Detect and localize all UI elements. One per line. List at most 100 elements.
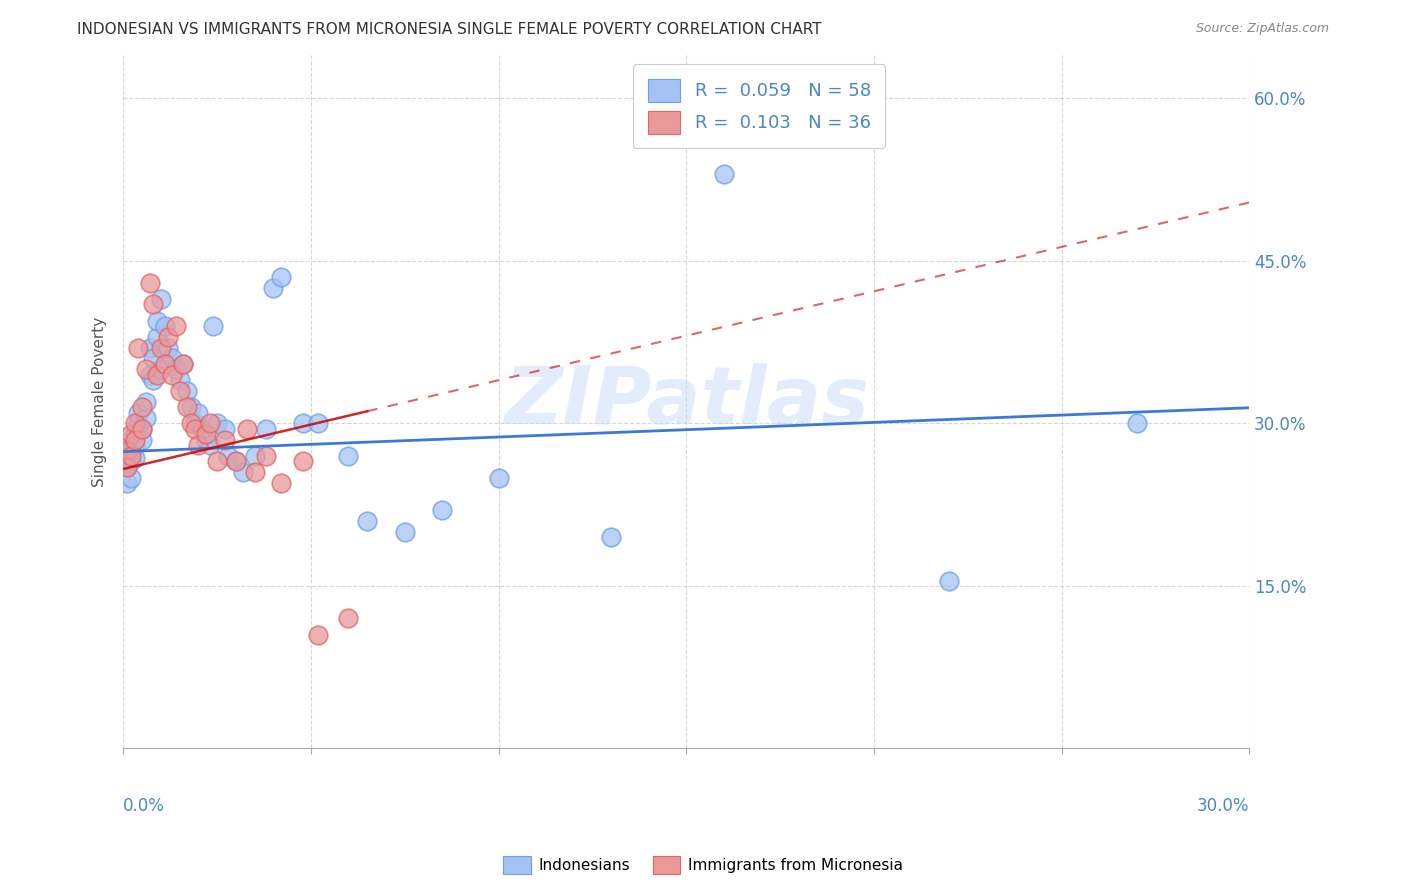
- Point: [292, 454, 315, 468]
- Point: [194, 427, 217, 442]
- Point: [225, 454, 247, 468]
- Point: [308, 417, 330, 431]
- Point: [172, 357, 194, 371]
- Point: [337, 611, 360, 625]
- Point: [131, 433, 153, 447]
- Point: [138, 368, 160, 382]
- Point: [115, 443, 138, 458]
- Point: [120, 427, 142, 442]
- Point: [214, 433, 236, 447]
- Point: [243, 465, 266, 479]
- Point: [187, 438, 209, 452]
- Point: [120, 470, 142, 484]
- Point: [254, 422, 277, 436]
- Point: [135, 362, 157, 376]
- Point: [124, 433, 146, 447]
- Point: [127, 417, 149, 431]
- Point: [149, 362, 172, 376]
- Point: [243, 449, 266, 463]
- Point: [120, 443, 142, 458]
- Point: [165, 318, 187, 333]
- Point: [270, 476, 292, 491]
- Point: [120, 449, 142, 463]
- Point: [149, 292, 172, 306]
- Point: [124, 417, 146, 431]
- Point: [146, 330, 169, 344]
- Point: [120, 454, 142, 468]
- Point: [138, 341, 160, 355]
- Point: [292, 417, 315, 431]
- Point: [202, 318, 225, 333]
- Point: [176, 401, 198, 415]
- Point: [214, 422, 236, 436]
- Point: [183, 417, 205, 431]
- Text: ZIPatlas: ZIPatlas: [503, 363, 869, 441]
- Point: [191, 422, 214, 436]
- Point: [205, 417, 228, 431]
- Text: 30.0%: 30.0%: [1197, 797, 1250, 815]
- Legend: Indonesians, Immigrants from Micronesia: Indonesians, Immigrants from Micronesia: [496, 850, 910, 880]
- Point: [120, 433, 142, 447]
- Text: 0.0%: 0.0%: [124, 797, 165, 815]
- Point: [142, 373, 165, 387]
- Point: [254, 449, 277, 463]
- Point: [115, 449, 138, 463]
- Point: [205, 454, 228, 468]
- Point: [217, 449, 239, 463]
- Point: [172, 357, 194, 371]
- Point: [142, 351, 165, 366]
- Point: [270, 270, 292, 285]
- Point: [153, 318, 176, 333]
- Point: [135, 394, 157, 409]
- Point: [262, 281, 284, 295]
- Point: [183, 422, 205, 436]
- Point: [127, 341, 149, 355]
- Point: [135, 411, 157, 425]
- Point: [165, 362, 187, 376]
- Point: [394, 524, 416, 539]
- Point: [1125, 417, 1147, 431]
- Point: [131, 422, 153, 436]
- Point: [236, 422, 259, 436]
- Point: [146, 368, 169, 382]
- Point: [600, 530, 623, 544]
- Point: [187, 406, 209, 420]
- Point: [131, 401, 153, 415]
- Point: [138, 276, 160, 290]
- Point: [124, 451, 146, 466]
- Point: [157, 341, 180, 355]
- Point: [356, 514, 378, 528]
- Point: [115, 476, 138, 491]
- Y-axis label: Single Female Poverty: Single Female Poverty: [93, 317, 107, 487]
- Point: [337, 449, 360, 463]
- Point: [198, 417, 221, 431]
- Point: [127, 406, 149, 420]
- Text: INDONESIAN VS IMMIGRANTS FROM MICRONESIA SINGLE FEMALE POVERTY CORRELATION CHART: INDONESIAN VS IMMIGRANTS FROM MICRONESIA…: [77, 22, 823, 37]
- Legend: R =  0.059   N = 58, R =  0.103   N = 36: R = 0.059 N = 58, R = 0.103 N = 36: [634, 64, 886, 148]
- Point: [153, 357, 176, 371]
- Text: Source: ZipAtlas.com: Source: ZipAtlas.com: [1195, 22, 1329, 36]
- Point: [160, 351, 183, 366]
- Point: [149, 341, 172, 355]
- Point: [160, 368, 183, 382]
- Point: [180, 401, 202, 415]
- Point: [432, 503, 454, 517]
- Point: [938, 574, 960, 588]
- Point: [146, 313, 169, 327]
- Point: [713, 167, 735, 181]
- Point: [176, 384, 198, 398]
- Point: [124, 438, 146, 452]
- Point: [169, 373, 191, 387]
- Point: [115, 459, 138, 474]
- Point: [225, 454, 247, 468]
- Point: [194, 433, 217, 447]
- Point: [124, 427, 146, 442]
- Point: [180, 417, 202, 431]
- Point: [488, 470, 510, 484]
- Point: [198, 438, 221, 452]
- Point: [169, 384, 191, 398]
- Point: [142, 297, 165, 311]
- Point: [115, 459, 138, 474]
- Point: [131, 422, 153, 436]
- Point: [157, 330, 180, 344]
